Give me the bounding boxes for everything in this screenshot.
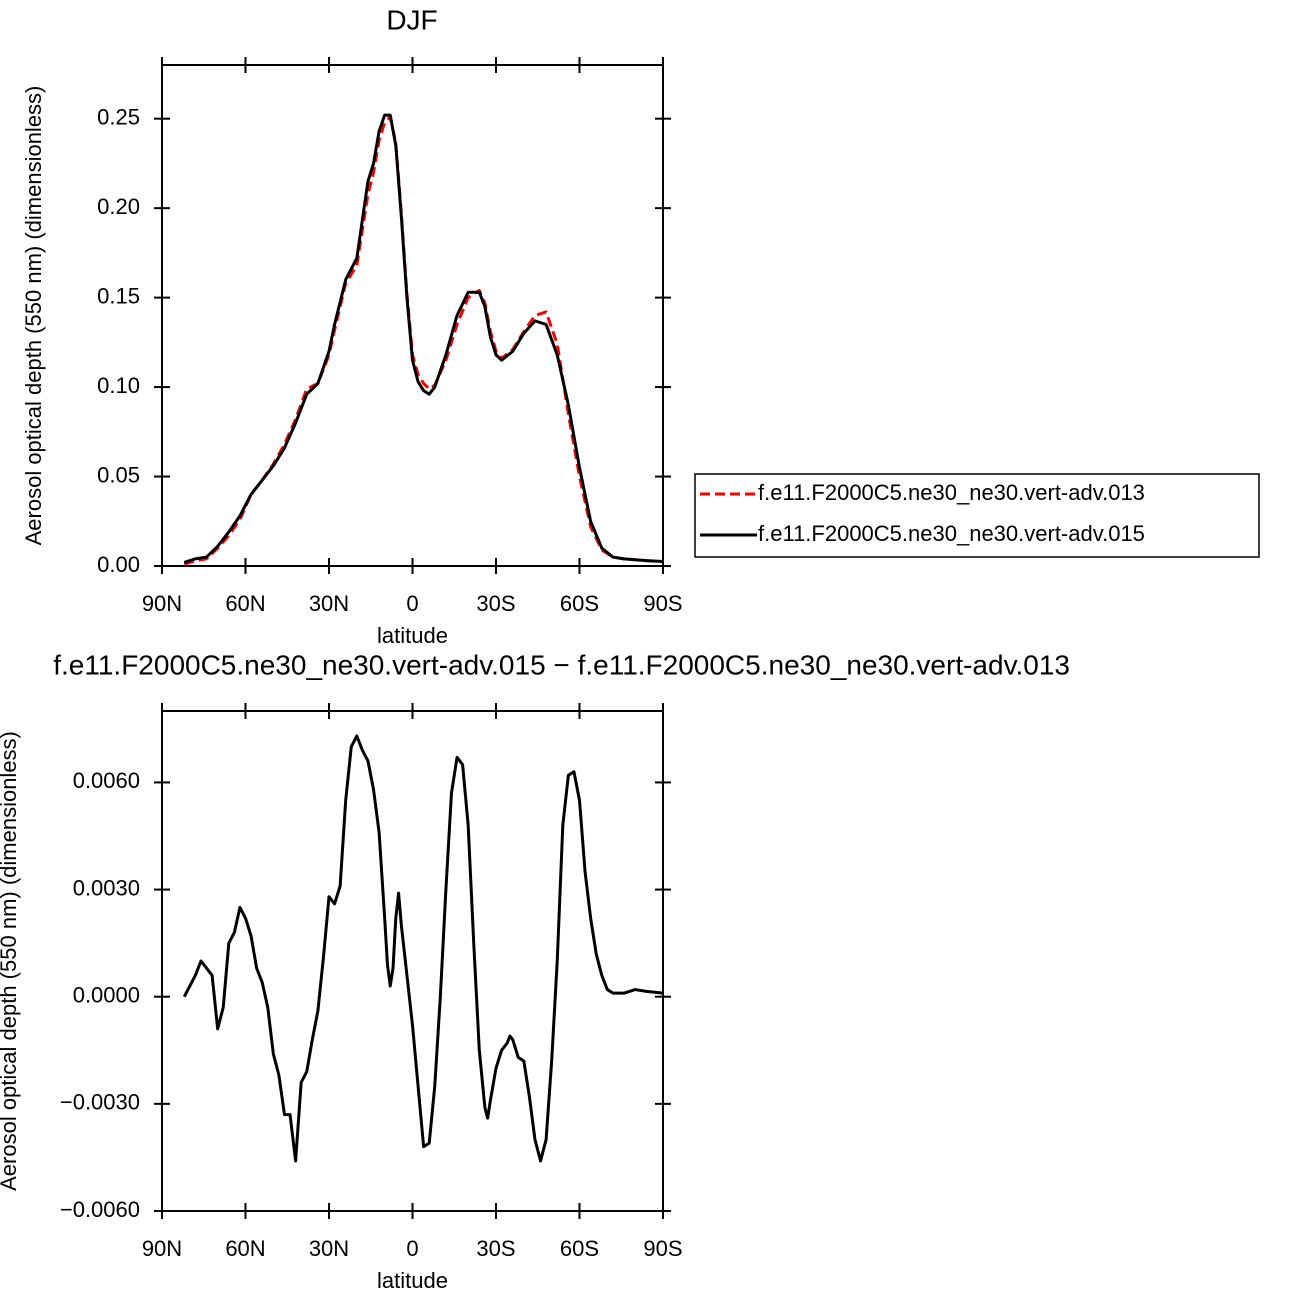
x-tick-label: 90S [643,1236,682,1261]
y-tick-label: −0.0030 [60,1090,140,1115]
x-tick-label: 90S [643,591,682,616]
x-tick-label: 0 [406,591,418,616]
chart-title: f.e11.F2000C5.ne30_ne30.vert-adv.015 − f… [53,649,1070,680]
y-tick-label: −0.0060 [60,1197,140,1222]
x-axis-label: latitude [377,623,448,648]
y-axis-label: Aerosol optical depth (550 nm) (dimensio… [21,86,46,546]
plot-frame [161,64,664,567]
y-tick-label: 0.0000 [73,983,140,1008]
y-tick-label: 0.20 [97,194,140,219]
y-tick-label: 0.00 [97,552,140,577]
x-tick-label: 60S [560,1236,599,1261]
data-line [183,115,664,566]
x-tick-label: 30S [476,1236,515,1261]
y-tick-label: 0.0060 [73,768,140,793]
x-axis-label: latitude [377,1268,448,1293]
x-tick-label: 30N [309,1236,349,1261]
data-line [183,113,664,564]
x-tick-label: 60N [225,1236,265,1261]
x-tick-label: 90N [142,591,182,616]
y-tick-label: 0.0030 [73,875,140,900]
plot-frame [161,710,664,1212]
chart-title: DJF [386,4,437,35]
y-tick-label: 0.15 [97,283,140,308]
data-line [182,734,664,1163]
y-tick-label: 0.05 [97,462,140,487]
y-axis-label: Aerosol optical depth (550 nm) (dimensio… [0,731,21,1191]
x-tick-label: 0 [406,1236,418,1261]
x-tick-label: 90N [142,1236,182,1261]
x-tick-label: 30N [309,591,349,616]
legend-label: f.e11.F2000C5.ne30_ne30.vert-adv.015 [758,521,1145,546]
legend-box [694,473,1260,558]
x-tick-label: 30S [476,591,515,616]
x-tick-label: 60N [225,591,265,616]
x-tick-label: 60S [560,591,599,616]
y-tick-label: 0.25 [97,104,140,129]
y-tick-label: 0.10 [97,373,140,398]
legend-label: f.e11.F2000C5.ne30_ne30.vert-adv.013 [758,480,1145,505]
